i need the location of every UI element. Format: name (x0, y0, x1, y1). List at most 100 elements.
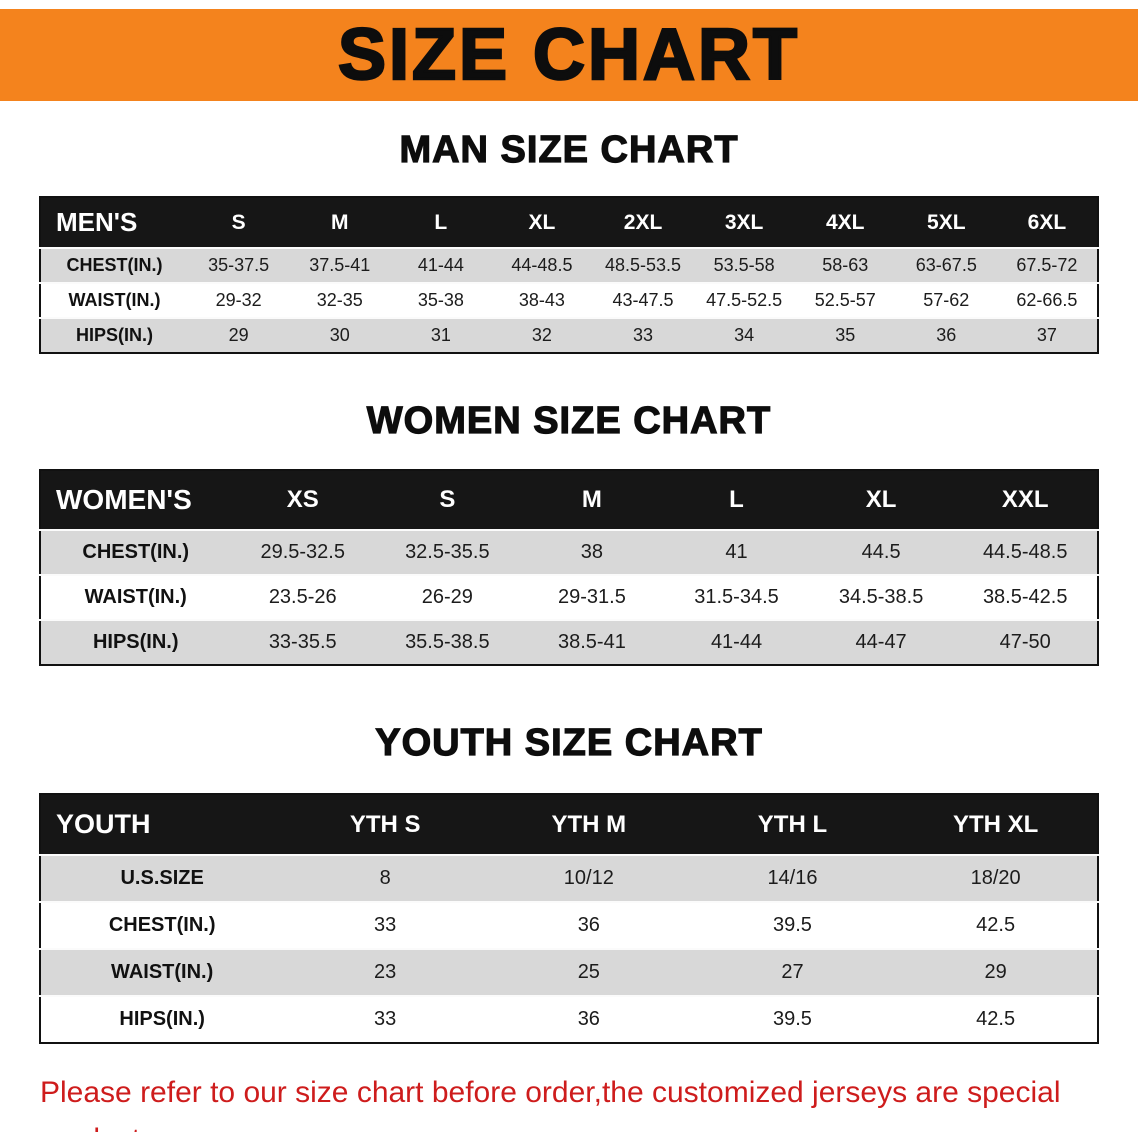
size-column-header: S (439, 486, 456, 513)
size-column-header: M (581, 486, 602, 513)
youth-section: YOUTH SIZE CHART YOUTH YTH S YTH M YTH L YTH… (0, 721, 1138, 1044)
size-value: 67.5-72 (996, 247, 1098, 283)
table-corner-label: WOMEN'S (56, 484, 192, 515)
row-label: CHEST(IN.) (40, 901, 284, 949)
row-label: U.S.SIZE (40, 854, 284, 902)
size-column-header: 6XL (1027, 210, 1067, 234)
size-value: 52.5-57 (794, 282, 896, 318)
size-column-header: YTH S (349, 810, 421, 838)
size-value: 63-67.5 (895, 247, 997, 283)
size-column-header: 3XL (724, 210, 764, 234)
size-column-header: 2XL (623, 210, 663, 234)
size-value: 29-32 (188, 282, 290, 318)
women-size-table: WOMEN'S XS S M L XL XXL CHEST(IN.) 29.5-32.5 32.5… (39, 469, 1099, 666)
size-value: 29.5-32.5 (230, 529, 376, 575)
size-value: 41 (664, 529, 809, 575)
size-value: 35-38 (390, 282, 492, 318)
size-column-header: XL (865, 486, 897, 513)
row-label: HIPS(IN.) (40, 317, 189, 353)
size-value: 44.5-48.5 (953, 529, 1098, 575)
size-value: 42.5 (894, 901, 1098, 949)
table-row: WAIST(IN.) 29-32 32-35 35-38 38-43 43-47.5 47.… (40, 282, 1098, 318)
men-size-table: MEN'S S M L XL 2XL 3XL 4XL 5XL 6XL CHEST(IN.) 35-37… (39, 196, 1099, 354)
size-value: 33 (283, 995, 487, 1043)
table-header-row: YOUTH YTH S YTH M YTH L YTH XL (40, 794, 1098, 855)
size-value: 31.5-34.5 (664, 574, 809, 620)
row-label: WAIST(IN.) (40, 282, 189, 318)
size-column-header: YTH L (757, 810, 828, 838)
table-row: CHEST(IN.) 35-37.5 37.5-41 41-44 44-48.5 48.5… (40, 247, 1098, 283)
size-column-header: 4XL (825, 210, 865, 234)
size-value: 42.5 (894, 995, 1098, 1043)
size-value: 48.5-53.5 (592, 247, 694, 283)
table-corner-label: YOUTH (56, 809, 151, 839)
size-value: 47-50 (953, 619, 1098, 665)
size-value: 34 (693, 317, 795, 353)
women-section: WOMEN SIZE CHART WOMEN'S XS S M L XL XXL CHEST(… (0, 399, 1138, 666)
size-value: 23 (283, 948, 487, 996)
size-value: 32-35 (289, 282, 391, 318)
size-value: 35-37.5 (188, 247, 290, 283)
women-section-heading: WOMEN SIZE CHART (366, 399, 772, 442)
size-column-header: L (729, 486, 744, 513)
size-value: 39.5 (690, 901, 895, 949)
table-row: HIPS(IN.) 33-35.5 35.5-38.5 38.5-41 41-44 44-… (40, 619, 1098, 665)
size-column-header: M (331, 210, 349, 234)
size-value: 53.5-58 (693, 247, 795, 283)
banner: SIZE CHART (0, 9, 1138, 101)
row-label: WAIST(IN.) (40, 574, 231, 620)
size-value: 35 (794, 317, 896, 353)
size-value: 14/16 (690, 854, 895, 902)
table-row: CHEST(IN.) 29.5-32.5 32.5-35.5 38 41 44.5 44.5… (40, 529, 1098, 575)
size-value: 37 (996, 317, 1098, 353)
size-column-header: YTH M (551, 810, 627, 838)
size-value: 44.5 (808, 529, 954, 575)
table-row: CHEST(IN.) 33 36 39.5 42.5 (40, 901, 1098, 949)
size-value: 29 (894, 948, 1098, 996)
size-column-header: 5XL (927, 210, 966, 234)
size-column-header: XXL (1001, 486, 1049, 513)
size-value: 57-62 (895, 282, 997, 318)
size-column-header: XS (286, 486, 319, 513)
size-value: 36 (486, 901, 691, 949)
size-value: 25 (486, 948, 691, 996)
size-value: 10/12 (486, 854, 691, 902)
youth-section-heading: YOUTH SIZE CHART (375, 721, 763, 764)
row-label: CHEST(IN.) (40, 247, 189, 283)
size-column-header: XL (528, 210, 556, 234)
size-value: 34.5-38.5 (808, 574, 954, 620)
size-value: 38.5-42.5 (953, 574, 1098, 620)
size-value: 23.5-26 (230, 574, 376, 620)
table-row: WAIST(IN.) 23 25 27 29 (40, 948, 1098, 996)
size-value: 37.5-41 (289, 247, 391, 283)
size-value: 32 (491, 317, 593, 353)
size-value: 26-29 (375, 574, 520, 620)
size-value: 58-63 (794, 247, 896, 283)
size-value: 47.5-52.5 (693, 282, 795, 318)
size-column-header: S (231, 210, 246, 234)
size-value: 41-44 (664, 619, 809, 665)
size-value: 18/20 (894, 854, 1098, 902)
row-label: WAIST(IN.) (40, 948, 284, 996)
size-value: 29-31.5 (519, 574, 665, 620)
size-value: 33 (592, 317, 694, 353)
size-value: 29 (188, 317, 290, 353)
men-section: MAN SIZE CHART MEN'S S M L XL 2XL 3XL 4XL 5XL 6XL… (0, 128, 1138, 354)
footer-notice: Please refer to our size chart before or… (0, 1070, 1138, 1132)
row-label: HIPS(IN.) (40, 619, 231, 665)
row-label: HIPS(IN.) (40, 995, 284, 1043)
youth-size-table: YOUTH YTH S YTH M YTH L YTH XL U.S.SIZE 8 10/12… (39, 793, 1099, 1044)
size-value: 38 (519, 529, 665, 575)
size-value: 31 (390, 317, 492, 353)
size-value: 62-66.5 (996, 282, 1098, 318)
size-value: 41-44 (390, 247, 492, 283)
size-value: 43-47.5 (592, 282, 694, 318)
size-value: 35.5-38.5 (375, 619, 520, 665)
table-header-row: WOMEN'S XS S M L XL XXL (40, 470, 1098, 530)
size-value: 44-47 (808, 619, 954, 665)
table-corner-label: MEN'S (56, 207, 138, 237)
size-value: 27 (690, 948, 895, 996)
table-header-row: MEN'S S M L XL 2XL 3XL 4XL 5XL 6XL (40, 197, 1098, 248)
size-value: 32.5-35.5 (375, 529, 520, 575)
